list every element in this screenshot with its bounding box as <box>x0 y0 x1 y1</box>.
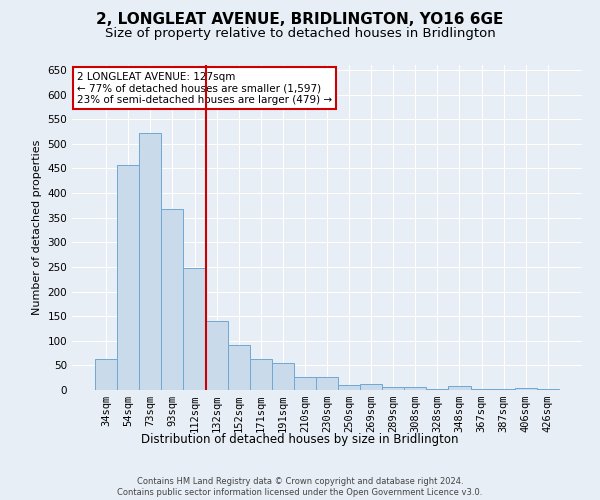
Text: Contains HM Land Registry data © Crown copyright and database right 2024.
Contai: Contains HM Land Registry data © Crown c… <box>118 478 482 497</box>
Bar <box>272 363 294 390</box>
Text: Distribution of detached houses by size in Bridlington: Distribution of detached houses by size … <box>141 432 459 446</box>
Bar <box>294 376 316 390</box>
Bar <box>537 388 559 390</box>
Bar <box>227 345 250 390</box>
Bar <box>117 166 139 390</box>
Bar <box>139 134 161 390</box>
Bar <box>360 384 382 390</box>
Bar <box>427 389 448 390</box>
Bar <box>316 377 338 390</box>
Bar <box>382 387 404 390</box>
Bar <box>493 389 515 390</box>
Text: Size of property relative to detached houses in Bridlington: Size of property relative to detached ho… <box>104 28 496 40</box>
Bar <box>184 268 206 390</box>
Y-axis label: Number of detached properties: Number of detached properties <box>32 140 42 315</box>
Bar <box>515 388 537 390</box>
Bar <box>338 384 360 390</box>
Bar <box>250 360 272 390</box>
Bar <box>470 388 493 390</box>
Bar <box>161 210 184 390</box>
Bar <box>206 321 227 390</box>
Text: 2, LONGLEAT AVENUE, BRIDLINGTON, YO16 6GE: 2, LONGLEAT AVENUE, BRIDLINGTON, YO16 6G… <box>97 12 503 28</box>
Bar <box>95 360 117 390</box>
Text: 2 LONGLEAT AVENUE: 127sqm
← 77% of detached houses are smaller (1,597)
23% of se: 2 LONGLEAT AVENUE: 127sqm ← 77% of detac… <box>77 72 332 104</box>
Bar <box>404 386 427 390</box>
Bar <box>448 386 470 390</box>
